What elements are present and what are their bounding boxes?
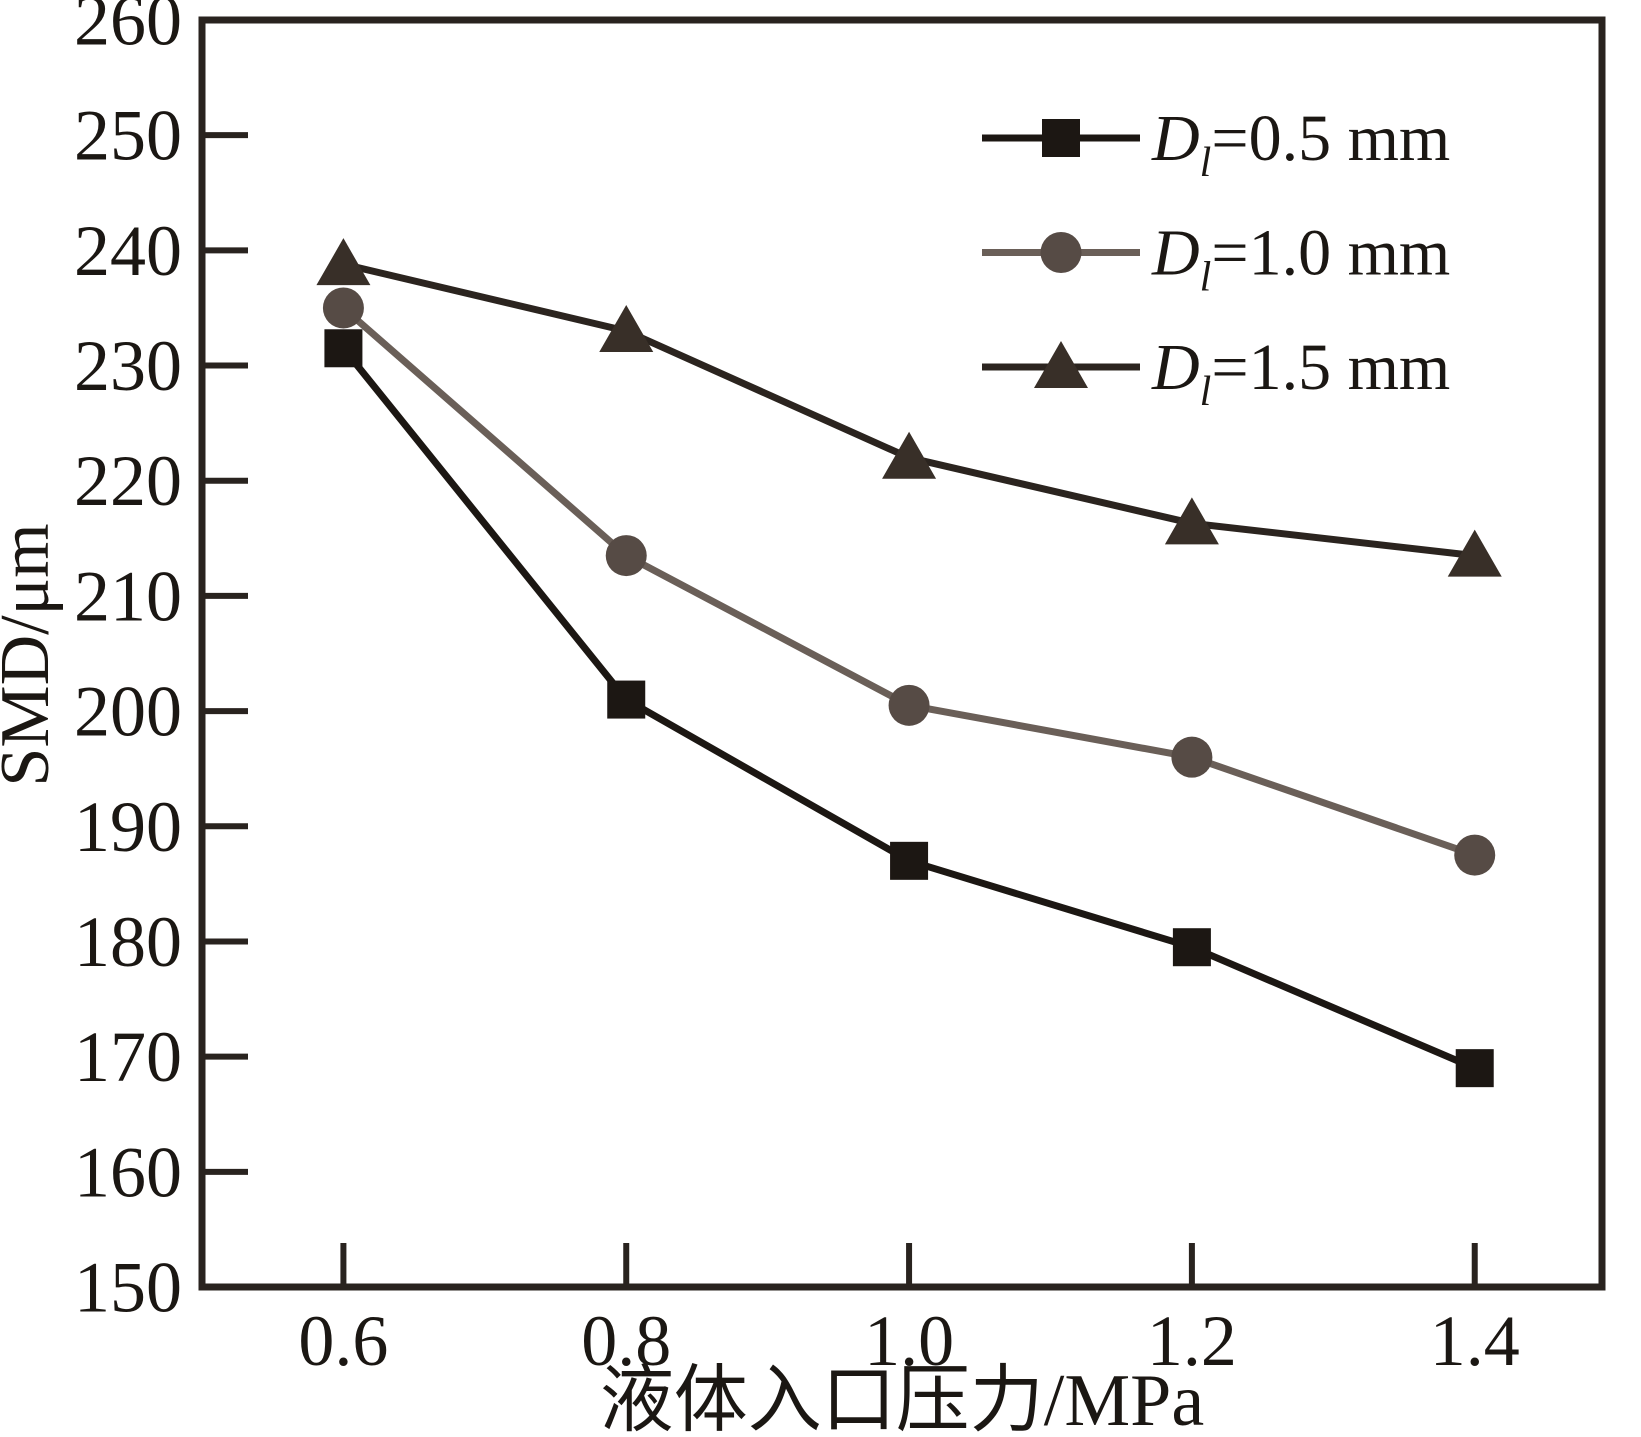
data-point-marker <box>607 680 646 719</box>
data-point-marker <box>1454 834 1496 876</box>
y-tick-label: 230 <box>74 326 182 406</box>
legend-item: Dl=1.5 mm <box>982 331 1450 415</box>
x-tick-label: 0.6 <box>298 1301 388 1381</box>
legend-item: Dl=0.5 mm <box>982 102 1450 186</box>
axis-text: 150 160 170 180 190 200 210 220 230 240 250 260 0.6 0… <box>0 0 1520 1437</box>
y-tick-label: 250 <box>74 96 182 176</box>
y-tick-label: 260 <box>74 0 182 60</box>
series-line <box>342 260 1476 560</box>
data-point-marker <box>1455 1049 1494 1088</box>
data-point-marker <box>605 535 647 577</box>
y-tick-label: 220 <box>74 441 182 521</box>
y-tick-label: 150 <box>74 1247 182 1327</box>
data-point-marker <box>1172 928 1211 967</box>
y-tick-label: 160 <box>74 1132 182 1212</box>
data-point-marker <box>316 238 371 286</box>
plot-border <box>198 16 1606 1291</box>
y-tick-label: 180 <box>74 902 182 982</box>
legend-marker <box>1040 232 1082 273</box>
legend-marker <box>1034 341 1088 388</box>
data-point-marker <box>882 431 937 479</box>
y-tick-label: 240 <box>74 211 182 291</box>
legend-label: Dl=0.5 mm <box>1151 102 1450 186</box>
y-tick-label: 170 <box>74 1017 182 1097</box>
x-tick-label: 1.4 <box>1430 1301 1520 1381</box>
data-point-marker <box>599 304 654 352</box>
data-point-marker <box>1447 529 1502 577</box>
data-point-marker <box>1171 736 1213 778</box>
data-point-marker <box>890 841 929 880</box>
legend-item: Dl=1.0 mm <box>982 216 1450 300</box>
axis-ticks <box>202 132 1478 1287</box>
legend-marker <box>1042 119 1080 157</box>
data-point-marker <box>322 287 364 329</box>
data-point-marker <box>888 684 930 726</box>
y-axis-label: SMD/μm <box>0 523 64 786</box>
x-tick-label: 1.2 <box>1147 1301 1237 1381</box>
data-point-marker <box>324 329 363 368</box>
legend-label: Dl=1.0 mm <box>1151 216 1450 300</box>
x-axis-label: 液体入口压力/MPa <box>600 1360 1204 1437</box>
legend-label: Dl=1.5 mm <box>1151 331 1450 415</box>
data-point-marker <box>1164 497 1219 545</box>
legend: Dl=0.5 mm Dl=1.0 mm Dl=1.5 mm <box>982 102 1450 415</box>
series-markers <box>316 238 1502 1088</box>
x-tick-label: 0.8 <box>581 1301 671 1381</box>
y-tick-label: 210 <box>74 556 182 636</box>
y-tick-label: 190 <box>74 787 182 867</box>
x-tick-label: 1.0 <box>864 1301 954 1381</box>
plot-frame <box>198 16 1606 1291</box>
y-tick-label: 200 <box>74 672 182 752</box>
